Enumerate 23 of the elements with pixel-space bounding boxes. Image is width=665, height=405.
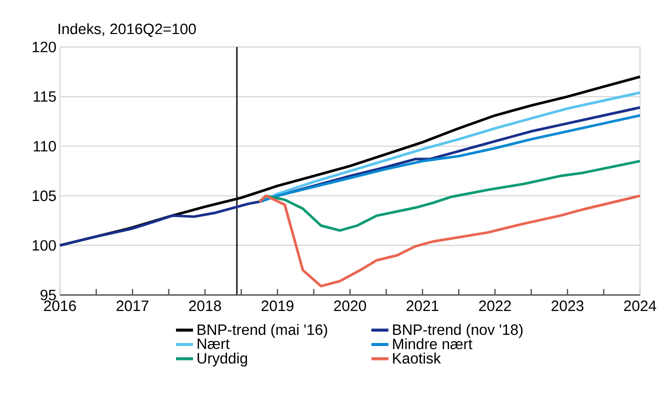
x-tick-label: 2019 [262,300,294,312]
y-tick-label: 100 [32,240,56,251]
y-tick-label: 105 [32,190,56,202]
legend-label: Nært [198,338,230,349]
legend-label: BNP-trend (mai '16) [198,324,328,338]
x-tick-label: 2023 [552,300,584,312]
x-tick-label: 2021 [406,300,438,312]
x-tick-label: 2016 [44,300,76,312]
y-tick-label: 95 [40,290,56,300]
x-tick-label: 2020 [334,300,366,312]
legend-label: Kaotisk [393,352,441,364]
y-tick-label: 115 [34,91,56,102]
y-axis-title: Indeks, 2016Q2=100 [58,23,196,37]
y-tick-label: 110 [34,140,56,152]
line-series [258,194,642,288]
x-tick-label: 2018 [189,300,221,312]
x-tick-label: 2017 [116,300,148,312]
x-tick-label: 2024 [624,300,656,312]
legend-label: Uryddig [198,352,248,367]
legend-label: Mindre nært [393,338,472,350]
x-tick-label: 2022 [479,300,511,312]
legend-label: BNP-trend (nov '18) [393,324,523,338]
y-tick-label: 120 [32,42,56,52]
